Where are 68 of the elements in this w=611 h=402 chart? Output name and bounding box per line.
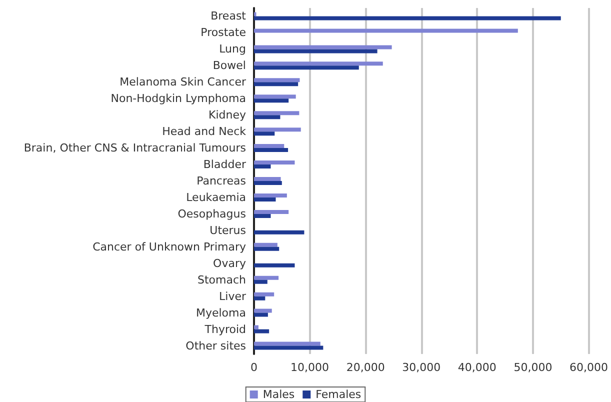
y-tick-label: Uterus <box>210 224 246 237</box>
bar <box>254 144 284 148</box>
y-tick-label: Head and Neck <box>162 125 247 138</box>
y-tick-label: Leukaemia <box>186 190 246 204</box>
bar <box>254 160 295 165</box>
bar <box>254 210 289 214</box>
y-tick-label: Melanoma Skin Cancer <box>120 76 246 89</box>
y-tick-label: Myeloma <box>196 306 246 320</box>
x-tick-label: 30,000 <box>402 361 441 374</box>
bar <box>254 329 270 334</box>
bar <box>254 181 282 185</box>
bar <box>254 66 359 70</box>
y-tick-label: Bladder <box>203 158 246 172</box>
y-tick-label: Thyroid <box>204 322 246 336</box>
bar <box>254 230 304 234</box>
y-tick-label: Ovary <box>213 256 246 270</box>
x-tick-label: 20,000 <box>346 361 385 374</box>
y-tick-label: Prostate <box>200 26 246 40</box>
bar <box>254 78 300 82</box>
bar <box>254 16 561 20</box>
y-tick-label: Non-Hodgkin Lymphoma <box>110 92 246 106</box>
x-tick-label: 40,000 <box>458 361 496 374</box>
bar <box>254 346 324 350</box>
bar <box>254 214 271 218</box>
bar <box>254 242 278 247</box>
bar <box>254 296 266 300</box>
bar <box>254 132 275 136</box>
bar <box>254 292 274 296</box>
y-tick-label: Kidney <box>208 108 246 122</box>
y-tick-label: Lung <box>219 42 246 56</box>
x-tick-label: 0 <box>250 361 258 374</box>
legend-label: Females <box>316 388 362 401</box>
bar <box>254 98 289 103</box>
bar <box>254 62 383 66</box>
x-tick-label: 60,000 <box>570 361 608 374</box>
bar <box>254 308 272 313</box>
bar <box>254 263 295 268</box>
bar <box>254 276 279 280</box>
x-tick-label: 50,000 <box>514 361 552 374</box>
bar <box>254 246 280 251</box>
x-tick-label: 10,000 <box>290 361 330 374</box>
legend-label: Males <box>262 388 295 401</box>
y-tick-label: Brain, Other CNS & Intracranial Tumours <box>24 142 246 155</box>
y-tick-label: Other sites <box>186 339 246 352</box>
bar <box>254 128 301 132</box>
bar <box>254 28 518 33</box>
bar <box>254 342 320 346</box>
bar <box>254 111 300 116</box>
y-tick-label: Stomach <box>197 273 246 286</box>
bar <box>254 325 258 330</box>
bar <box>254 177 281 181</box>
y-tick-label: Liver <box>219 290 246 303</box>
bar <box>254 193 287 198</box>
y-tick-label: Cancer of Unknown Primary <box>92 240 246 254</box>
y-tick-label: Breast <box>210 10 247 23</box>
bar <box>254 197 276 202</box>
bar <box>254 45 392 50</box>
y-tick-label: Oesophagus <box>178 207 246 220</box>
bar <box>254 49 378 54</box>
y-tick-label: Pancreas <box>196 174 246 188</box>
bar <box>254 164 271 169</box>
bar <box>254 312 268 317</box>
y-tick-label: Bowel <box>212 59 246 72</box>
bar <box>254 115 280 120</box>
bar <box>254 280 268 284</box>
bar <box>254 148 288 152</box>
bar <box>254 94 296 99</box>
bar <box>254 82 298 86</box>
